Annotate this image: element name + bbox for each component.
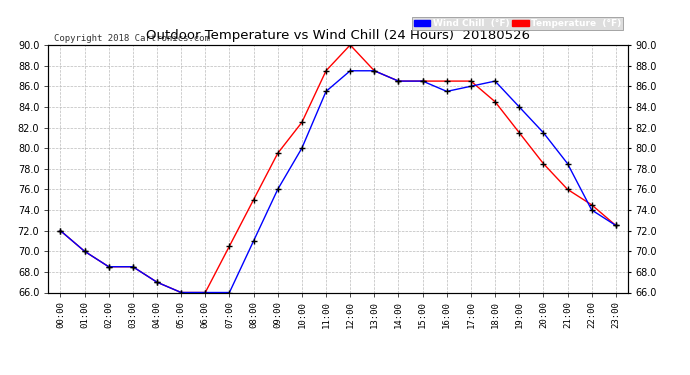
Title: Outdoor Temperature vs Wind Chill (24 Hours)  20180526: Outdoor Temperature vs Wind Chill (24 Ho… <box>146 30 530 42</box>
Text: Copyright 2018 Cartronics.com: Copyright 2018 Cartronics.com <box>54 33 210 42</box>
Legend: Wind Chill  (°F), Temperature  (°F): Wind Chill (°F), Temperature (°F) <box>413 17 623 30</box>
